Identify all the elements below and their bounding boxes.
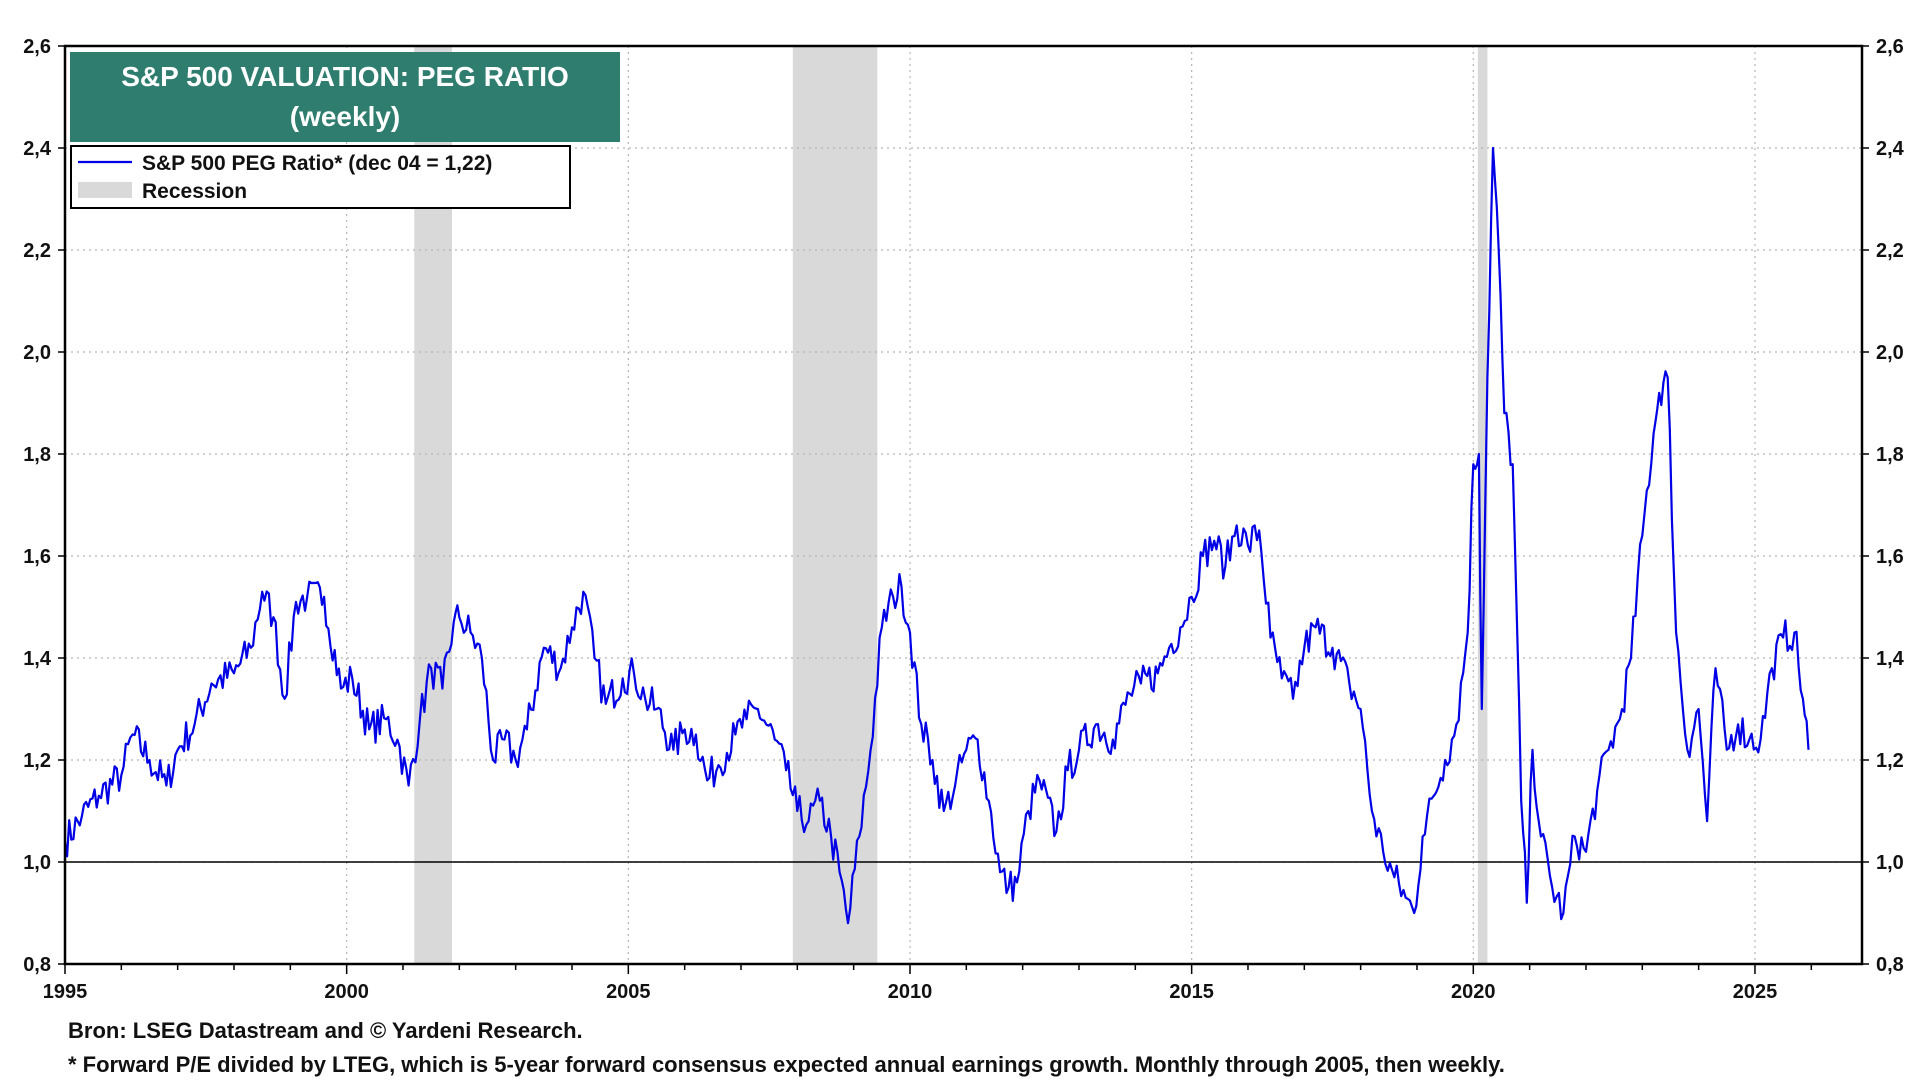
x-tick-label: 2010 <box>888 981 933 1003</box>
x-tick-label: 1995 <box>43 981 88 1003</box>
y-tick-label-right: 1,2 <box>1876 750 1904 772</box>
y-tick-label-right: 2,6 <box>1876 36 1904 58</box>
chart-title: S&P 500 VALUATION: PEG RATIO <box>121 61 569 92</box>
plot-frame <box>63 44 1864 966</box>
y-tick-label-left: 1,0 <box>23 852 51 874</box>
y-tick-label-right: 2,2 <box>1876 240 1904 262</box>
axes: 0,8 0,8 1,0 1,0 1,2 1,2 1,4 1,4 1,6 1,6 1,8 1,8 2,0 2… <box>23 36 1904 1003</box>
source-note: Bron: LSEG Datastream and © Yardeni Rese… <box>68 1018 583 1043</box>
x-tick-label: 2020 <box>1451 981 1496 1003</box>
y-tick-label-left: 2,2 <box>23 240 51 262</box>
recession-band-2 <box>1477 46 1488 964</box>
recession-bands <box>414 46 1488 964</box>
y-tick-label-left: 2,6 <box>23 36 51 58</box>
y-tick-label-right: 1,4 <box>1876 648 1905 670</box>
y-tick-label-left: 1,4 <box>23 648 52 670</box>
x-tick-label: 2015 <box>1169 981 1214 1003</box>
x-tick-label: 2005 <box>606 981 651 1003</box>
legend-recession-label: Recession <box>142 180 247 203</box>
y-tick-label-left: 1,8 <box>23 444 51 466</box>
x-tick-label: 2000 <box>324 981 369 1003</box>
legend-box <box>70 145 571 209</box>
y-tick-label-right: 2,4 <box>1876 138 1905 160</box>
y-tick-label-right: 1,0 <box>1876 852 1904 874</box>
y-tick-label-left: 2,4 <box>23 138 52 160</box>
y-tick-label-left: 1,2 <box>23 750 51 772</box>
series-line-peg-ratio <box>63 146 1810 925</box>
chart-subtitle: (weekly) <box>290 101 401 132</box>
y-tick-label-right: 1,6 <box>1876 546 1904 568</box>
legend: S&P 500 PEG Ratio* (dec 04 = 1,22) Reces… <box>70 145 571 209</box>
y-tick-label-right: 2,0 <box>1876 342 1904 364</box>
footnote: * Forward P/E divided by LTEG, which is … <box>68 1052 1505 1077</box>
y-tick-label-left: 0,8 <box>23 954 51 976</box>
y-tick-label-left: 1,6 <box>23 546 51 568</box>
legend-series-label: S&P 500 PEG Ratio* (dec 04 = 1,22) <box>142 152 492 175</box>
x-tick-label: 2025 <box>1733 981 1778 1003</box>
chart-title-box <box>70 52 620 142</box>
y-tick-label-left: 2,0 <box>23 342 51 364</box>
y-tick-label-right: 1,8 <box>1876 444 1904 466</box>
y-tick-label-right: 0,8 <box>1876 954 1904 976</box>
legend-recession-swatch <box>78 182 132 198</box>
